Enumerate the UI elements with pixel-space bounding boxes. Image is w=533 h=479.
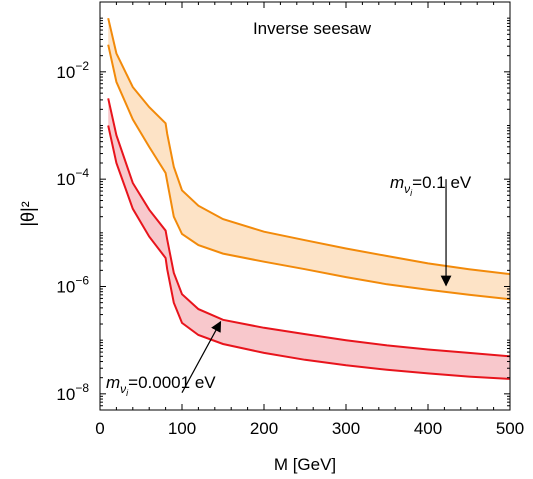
x-tick-label: 0 (95, 419, 104, 438)
x-tick-label: 300 (332, 419, 360, 438)
band-fill-0 (108, 18, 510, 300)
y-axis-label: |θ|² (18, 201, 38, 226)
annotation-label: mνi=0.0001 eV (106, 373, 216, 398)
band-lower-line-0 (107, 44, 510, 301)
x-tick-label: 400 (414, 419, 442, 438)
axis-ticks: 0 100 200 300 400 500 10−8 10−6 10−4 10−2 (56, 1, 524, 438)
x-tick-label: 100 (168, 419, 196, 438)
y-tick-label: 10−8 (56, 381, 89, 404)
y-tick-label: 10−4 (56, 166, 89, 189)
x-axis-label: M [GeV] (274, 455, 336, 474)
x-tick-label: 200 (250, 419, 278, 438)
annotation-arrow (181, 320, 222, 393)
band-upper-line-0 (107, 17, 510, 276)
chart-title: Inverse seesaw (253, 19, 372, 38)
band-lower-line-1 (107, 125, 510, 380)
x-tick-label: 500 (496, 419, 524, 438)
plot-frame (99, 1, 511, 411)
annotations: mνi=0.1 eV mνi=0.0001 eV (106, 173, 472, 398)
y-tick-label: 10−2 (56, 59, 89, 82)
bands-layer (107, 17, 510, 380)
band-upper-line-1 (107, 98, 510, 358)
y-tick-label: 10−6 (56, 274, 89, 297)
annotation-label: mνi=0.1 eV (390, 173, 472, 198)
